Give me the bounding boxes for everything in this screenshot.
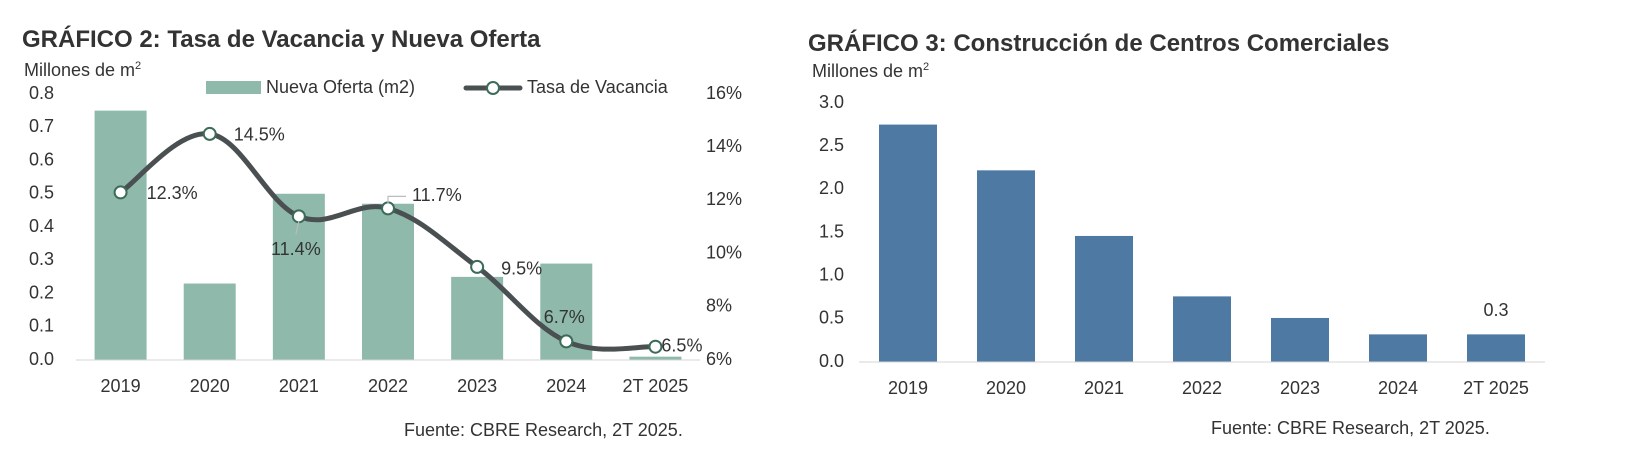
x-tick-label: 2T 2025	[1463, 378, 1529, 398]
bar-construccion	[977, 170, 1035, 362]
chart3-svg: 0.0 0.5 1.0 1.5 2.0 2.5 3.0 0.3 2019 2020 2021 2022…	[819, 92, 1545, 398]
vacancia-data-label: 6.5%	[661, 335, 702, 355]
y-right-tick-label: 8%	[706, 296, 732, 316]
x-tick-label: 2023	[1280, 378, 1320, 398]
y-tick-label: 3.0	[819, 92, 844, 112]
chart2-title: GRÁFICO 2: Tasa de Vacancia y Nueva Ofer…	[22, 26, 541, 53]
vacancia-point	[470, 259, 485, 274]
x-tick-label: 2021	[279, 376, 319, 396]
bar-nueva-oferta	[451, 276, 504, 360]
bar-nueva-oferta	[362, 203, 414, 360]
x-tick-label: 2024	[546, 376, 586, 396]
y-right-tick-label: 6%	[706, 349, 732, 369]
y-left-tick-label: 0.8	[29, 83, 54, 103]
y-right-tick-label: 16%	[706, 83, 742, 103]
legend-label-tasa-de-vacancia: Tasa de Vacancia	[527, 77, 669, 97]
vacancia-point	[559, 334, 574, 349]
vacancia-point	[648, 339, 663, 354]
y-left-tick-label: 0.5	[29, 183, 54, 203]
bar-construccion	[1271, 317, 1329, 362]
x-tick-label: 2019	[101, 376, 141, 396]
bar-construccion	[1173, 296, 1231, 362]
y-tick-label: 0.0	[819, 351, 844, 371]
y-tick-label: 0.5	[819, 308, 844, 328]
vacancia-point	[291, 209, 306, 224]
y-right-tick-label: 10%	[706, 242, 742, 262]
legend-swatch-nueva-oferta	[206, 81, 261, 94]
legend-label-nueva-oferta: Nueva Oferta (m2)	[266, 77, 415, 97]
vacancia-data-label: 6.7%	[544, 307, 585, 327]
y-left-tick-label: 0.6	[29, 149, 54, 169]
y-right-tick-label: 12%	[706, 189, 742, 209]
bar-construccion	[1467, 334, 1525, 362]
bar-construccion	[879, 124, 937, 362]
bar-construccion	[1369, 334, 1427, 362]
y-left-tick-label: 0.3	[29, 249, 54, 269]
x-tick-label: 2024	[1378, 378, 1418, 398]
y-tick-label: 1.0	[819, 264, 844, 284]
chart2-svg: 0.0 0.1 0.2 0.3 0.4 0.5 0.6 0.7 0.8 6% 8% 10% 12% 14%…	[29, 77, 742, 396]
y-tick-label: 1.5	[819, 221, 844, 241]
label-leader-line	[387, 195, 406, 204]
y-tick-label: 2.0	[819, 178, 844, 198]
bar-nueva-oferta	[629, 356, 682, 360]
x-tick-label: 2021	[1084, 378, 1124, 398]
x-tick-label: 2022	[1182, 378, 1222, 398]
x-tick-label: 2022	[368, 376, 408, 396]
chart2-source: Fuente: CBRE Research, 2T 2025.	[404, 420, 683, 440]
y-left-tick-label: 0.7	[29, 116, 54, 136]
vacancia-data-label: 11.7%	[412, 185, 462, 205]
bar-construccion	[1075, 235, 1133, 362]
x-tick-label: 2T 2025	[623, 376, 689, 396]
bar-nueva-oferta	[183, 283, 236, 360]
bar-data-label: 0.3	[1483, 300, 1508, 320]
x-tick-label: 2020	[986, 378, 1026, 398]
y-tick-label: 2.5	[819, 135, 844, 155]
y-left-tick-label: 0.2	[29, 282, 54, 302]
chart3-units-label: Millones de m2	[812, 61, 930, 81]
vacancia-point	[381, 201, 395, 216]
vacancia-data-label: 12.3%	[147, 183, 198, 203]
y-left-tick-label: 0.1	[29, 316, 54, 336]
vacancia-data-label: 14.5%	[234, 125, 285, 145]
chart3-source: Fuente: CBRE Research, 2T 2025.	[1211, 418, 1490, 438]
x-tick-label: 2020	[190, 376, 230, 396]
vacancia-data-label: 11.4%	[271, 239, 321, 259]
y-right-tick-label: 14%	[706, 136, 742, 156]
y-left-tick-label: 0.0	[29, 349, 54, 369]
vacancia-point	[202, 126, 217, 141]
bar-nueva-oferta	[94, 110, 147, 360]
chart2-units-label: Millones de m2	[24, 60, 142, 80]
vacancia-point	[113, 185, 128, 200]
x-tick-label: 2023	[457, 376, 497, 396]
x-tick-label: 2019	[888, 378, 928, 398]
label-leader-line	[295, 221, 300, 235]
y-left-tick-label: 0.4	[29, 216, 54, 236]
vacancia-data-label: 9.5%	[501, 259, 542, 279]
legend-swatch-marker	[486, 81, 500, 95]
chart3-title: GRÁFICO 3: Construcción de Centros Comer…	[808, 30, 1390, 57]
